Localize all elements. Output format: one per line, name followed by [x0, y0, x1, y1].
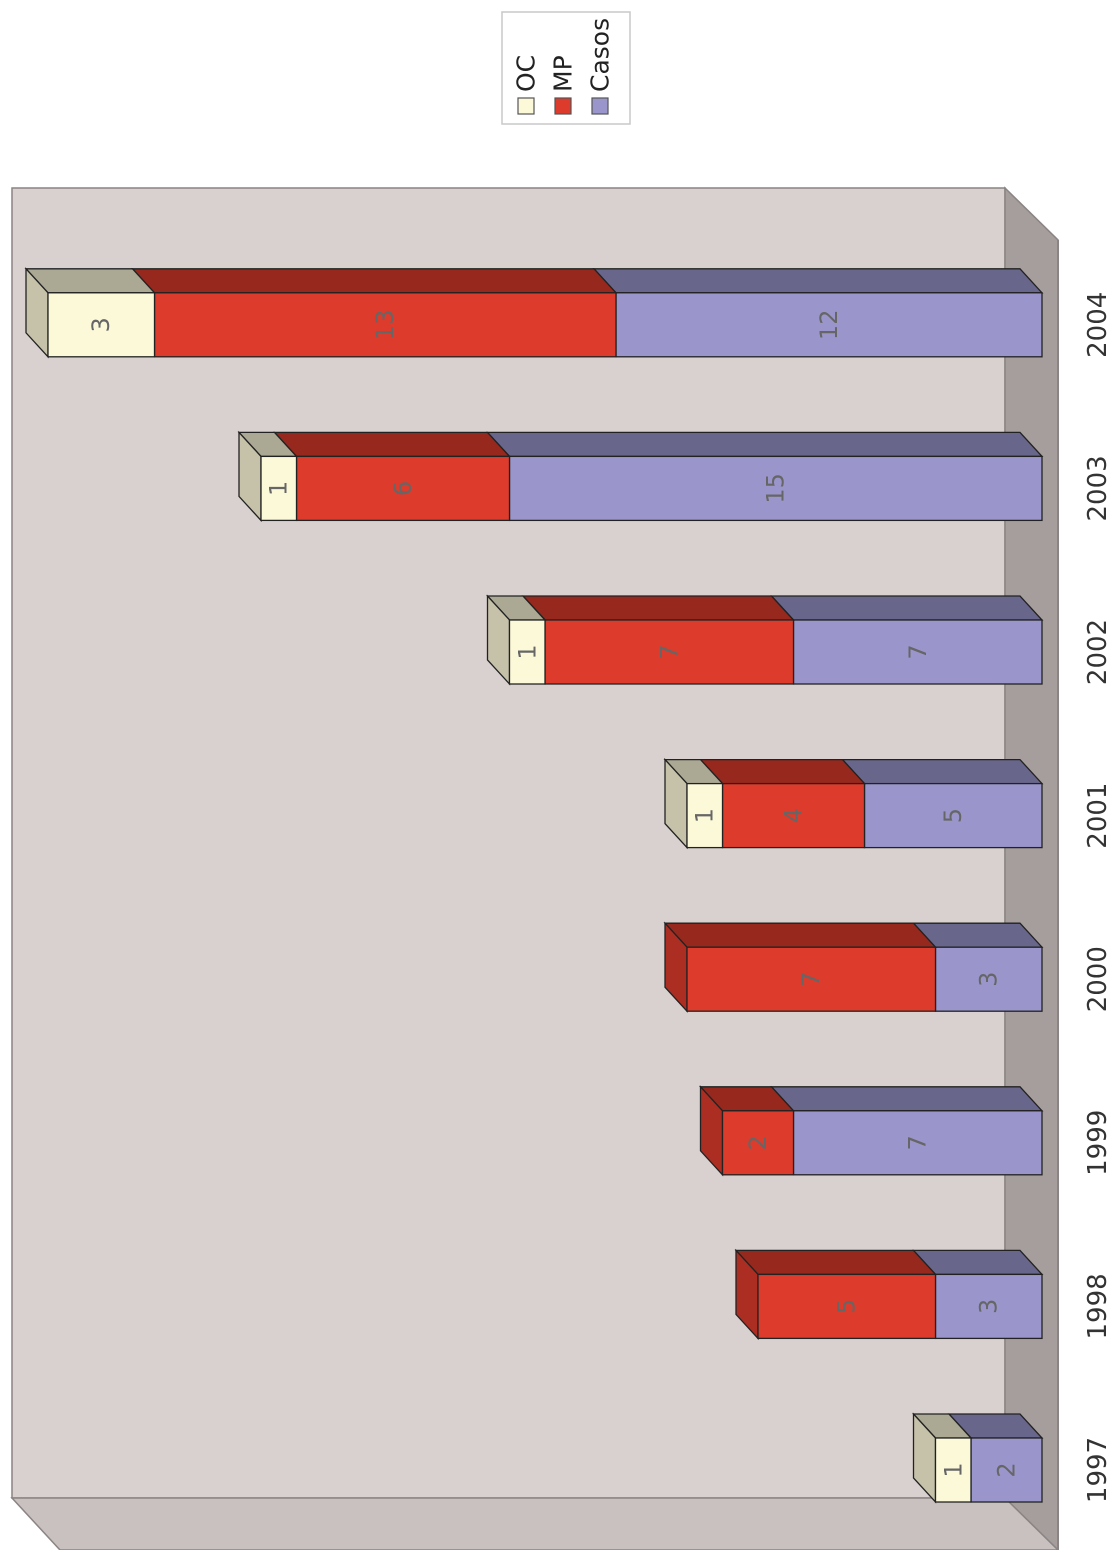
bar-top-casos-1999: [770, 1086, 1044, 1112]
bar-top-mp-2002: [521, 595, 795, 621]
data-label-oc-2003: 1: [265, 481, 293, 496]
bar-casos-1999: [792, 1110, 1043, 1176]
data-label-mp-1999: 2: [744, 1135, 772, 1150]
floor: [10, 1497, 1060, 1550]
bar-oc-2002: [508, 619, 546, 685]
legend-swatch-oc: [517, 97, 535, 115]
data-label-casos-2004: 12: [815, 310, 843, 341]
tick-label-2000: 2000: [1083, 946, 1113, 1012]
data-label-mp-2002: 7: [655, 644, 683, 659]
data-label-mp-2004: 13: [371, 310, 399, 341]
bar-top-mp-2004: [131, 268, 618, 294]
bar-mp-2002: [544, 619, 795, 685]
data-label-oc-2002: 1: [513, 644, 541, 659]
data-label-oc-1997: 1: [939, 1462, 967, 1477]
legend-label-mp: MP: [549, 55, 578, 92]
tick-label-2003: 2003: [1083, 455, 1113, 521]
data-label-casos-1997: 2: [993, 1462, 1021, 1477]
bar-top-casos-2003: [486, 431, 1044, 458]
bar-mp-1999: [721, 1110, 795, 1176]
bar-top-casos-2002: [770, 595, 1044, 621]
bar-mp-2001: [721, 782, 866, 849]
bar-oc-1997: [934, 1437, 972, 1503]
bar-casos-2001: [863, 782, 1043, 849]
data-label-mp-2003: 6: [389, 481, 417, 496]
data-label-oc-2001: 1: [691, 808, 719, 823]
bar-oc-2003: [260, 455, 298, 522]
bar-casos-1997: [970, 1437, 1043, 1503]
legend-label-casos: Casos: [586, 18, 615, 92]
legend-swatch-casos: [591, 97, 609, 115]
tick-label-1997: 1997: [1083, 1437, 1113, 1503]
data-label-mp-2000: 7: [797, 972, 825, 987]
data-label-casos-1998: 3: [975, 1299, 1003, 1314]
data-label-mp-2001: 4: [780, 808, 808, 823]
data-label-casos-2000: 3: [975, 972, 1003, 987]
data-label-casos-2001: 5: [939, 808, 967, 823]
bar-oc-2004: [47, 292, 156, 358]
bar-top-casos-2001: [841, 758, 1044, 785]
tick-label-2001: 2001: [1083, 783, 1113, 849]
bar-mp-2004: [153, 292, 617, 358]
bar-top-mp-2000: [663, 922, 937, 948]
bar-mp-2000: [686, 946, 937, 1012]
data-label-casos-2003: 15: [762, 473, 790, 504]
data-label-oc-2004: 3: [87, 317, 115, 332]
bar-top-casos-2004: [592, 268, 1044, 294]
legend-swatch-mp: [554, 97, 572, 115]
bar-oc-2001: [686, 782, 724, 849]
bar-casos-2003: [508, 455, 1043, 522]
tick-label-1998: 1998: [1083, 1273, 1113, 1339]
data-label-mp-1998: 5: [833, 1299, 861, 1314]
bar-top-mp-2001: [699, 758, 866, 785]
data-label-casos-1999: 7: [904, 1135, 932, 1150]
tick-label-2004: 2004: [1083, 292, 1113, 358]
bar-casos-2000: [934, 946, 1043, 1012]
legend-label-oc: OC: [512, 55, 541, 92]
bar-mp-1998: [757, 1273, 937, 1340]
tick-label-2002: 2002: [1083, 619, 1113, 685]
data-label-casos-2002: 7: [904, 644, 932, 659]
chart-walls: [10, 186, 1060, 1550]
bar-mp-2003: [295, 455, 511, 522]
category-axis: 1997 1998 1999 2000 2001 2002 2003 2004: [1083, 292, 1113, 1503]
bar-top-mp-2003: [273, 431, 511, 458]
bar-top-mp-1998: [734, 1249, 937, 1276]
side-wall: [1004, 186, 1059, 1550]
bar-casos-2002: [792, 619, 1043, 685]
tick-label-1999: 1999: [1083, 1110, 1113, 1176]
legend: OC MP Casos: [501, 11, 631, 125]
